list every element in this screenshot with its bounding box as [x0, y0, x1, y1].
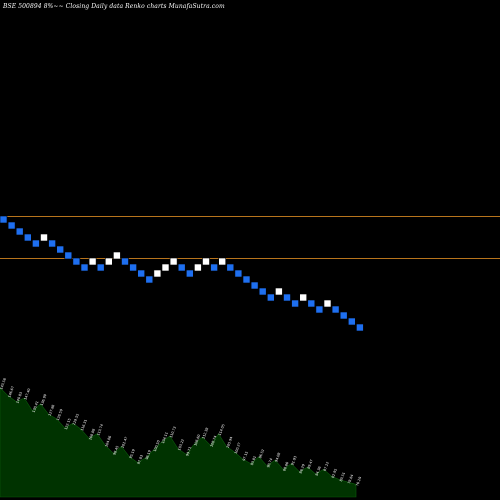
volume-label: 90.74 — [266, 458, 273, 469]
renko-brick-down — [347, 317, 356, 326]
volume-label: 128.59 — [56, 409, 64, 422]
volume-label: 91.93 — [290, 455, 297, 466]
volume-label: 119.55 — [72, 413, 80, 426]
volume-label: 103.22 — [177, 439, 185, 452]
renko-brick-down — [64, 251, 73, 260]
renko-bricks — [0, 215, 364, 332]
renko-brick-up — [323, 299, 332, 308]
renko-brick-up — [299, 293, 308, 302]
volume-label: 127.86 — [48, 404, 56, 417]
renko-brick-down — [7, 221, 16, 230]
volume-area — [0, 387, 357, 498]
renko-brick-down — [23, 233, 32, 242]
volume-label: 108.74 — [210, 435, 218, 448]
volume-label: 110.73 — [169, 426, 177, 439]
renko-brick-down — [307, 299, 316, 308]
volume-label: 122.15 — [64, 418, 72, 431]
renko-brick-down — [226, 263, 235, 272]
volume-label: 99.71 — [185, 446, 192, 457]
renko-brick-up — [113, 251, 121, 260]
renko-brick-down — [48, 239, 56, 248]
volume-label: 130.41 — [32, 401, 40, 414]
volume-label: 101.47 — [121, 436, 129, 449]
reference-lines — [0, 216, 500, 259]
renko-brick-down — [356, 323, 364, 332]
renko-brick-up — [218, 257, 226, 266]
volume-label: 113.74 — [96, 424, 104, 437]
renko-brick-down — [56, 245, 65, 254]
volume-label: 100.27 — [234, 442, 242, 455]
renko-brick-down — [210, 263, 218, 272]
volume-label: 116.31 — [80, 419, 88, 432]
volume-label: 146.67 — [7, 386, 15, 399]
chart-title: BSE 500894 8%~~ Closing Daily data Renko… — [3, 3, 225, 10]
volume-label: 114.05 — [218, 424, 226, 437]
volume-label: 104.86 — [104, 435, 112, 448]
renko-brick-down — [283, 293, 291, 302]
renko-brick-down — [80, 263, 89, 272]
renko-brick-up — [105, 257, 113, 266]
renko-brick-down — [177, 263, 186, 272]
renko-brick-down — [121, 257, 129, 266]
renko-brick-up — [169, 257, 178, 266]
renko-brick-down — [137, 269, 145, 278]
volume-label: 97.83 — [137, 454, 144, 465]
volume-label: 105.94 — [226, 436, 234, 449]
renko-brick-down — [258, 287, 267, 296]
renko-brick-up — [275, 287, 283, 296]
renko-brick-down — [15, 227, 24, 236]
volume-label: 80.51 — [339, 472, 346, 483]
renko-brick-down — [186, 269, 194, 278]
renko-brick-down — [339, 311, 348, 320]
volume-label: 112.38 — [201, 427, 209, 440]
volume-label: 106.60 — [193, 434, 201, 447]
renko-brick-down — [129, 263, 137, 272]
renko-brick-down — [266, 293, 275, 302]
volume-label: 100.50 — [153, 440, 161, 453]
volume-panel — [0, 387, 357, 498]
renko-brick-up — [161, 263, 170, 272]
volume-label: 143.58 — [0, 378, 7, 391]
volume-label: 96.52 — [258, 449, 265, 460]
volume-label: 147.40 — [23, 388, 31, 401]
renko-brick-down — [291, 299, 299, 308]
renko-brick-down — [331, 305, 340, 314]
renko-brick-up — [202, 257, 210, 266]
volume-label: 140.83 — [15, 391, 23, 404]
renko-brick-up — [88, 257, 97, 266]
renko-brick-up — [194, 263, 202, 272]
volume-label: 86.29 — [299, 464, 306, 475]
renko-brick-down — [250, 281, 259, 290]
renko-brick-down — [242, 275, 251, 284]
volume-label: 87.12 — [323, 461, 330, 472]
volume-label: 104.11 — [161, 432, 169, 445]
renko-brick-up — [40, 233, 48, 242]
volume-label: 78.64 — [347, 474, 354, 485]
renko-brick-down — [72, 257, 81, 266]
volume-label: 82.95 — [331, 468, 338, 479]
renko-brick-down — [0, 215, 8, 224]
renko-brick-down — [315, 305, 324, 314]
volume-label: 94.08 — [274, 452, 281, 463]
volume-label: 95.19 — [129, 449, 136, 460]
renko-brick-down — [145, 275, 154, 284]
volume-label: 88.66 — [282, 461, 289, 472]
volume-label: 84.36 — [315, 466, 322, 477]
volume-label: 96.19 — [145, 450, 152, 461]
volume-label: 98.45 — [112, 445, 119, 456]
renko-brick-down — [234, 269, 243, 278]
renko-brick-up — [153, 269, 162, 278]
renko-brick-down — [96, 263, 105, 272]
volume-label: 93.81 — [250, 455, 257, 466]
volume-label: 97.15 — [242, 451, 249, 462]
volume-label: 108.88 — [88, 428, 96, 441]
volume-label: 89.47 — [307, 459, 314, 470]
renko-brick-down — [32, 239, 40, 248]
volume-label: 76.29 — [355, 476, 362, 487]
volume-label: 136.99 — [40, 394, 48, 407]
